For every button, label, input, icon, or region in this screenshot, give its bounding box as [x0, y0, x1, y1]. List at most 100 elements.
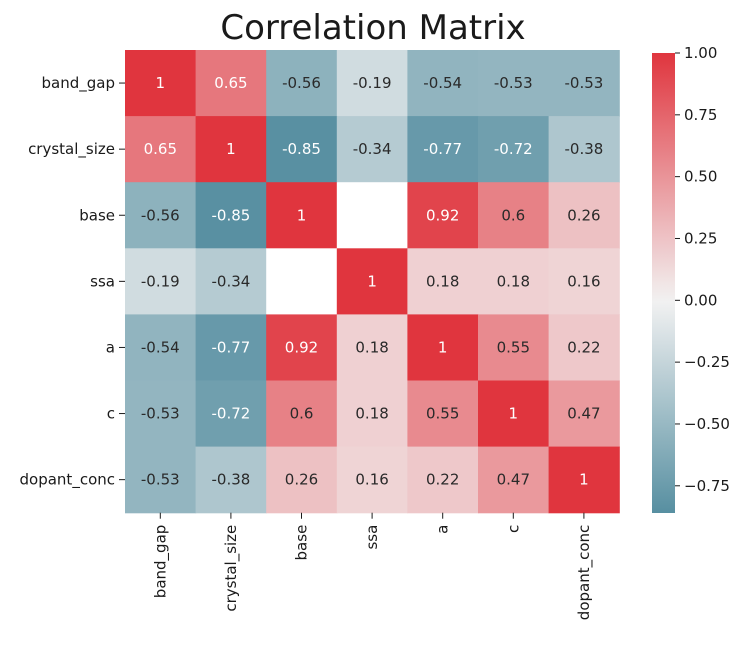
heatmap-cell — [478, 50, 550, 117]
cell-value-label: -0.56 — [141, 206, 180, 224]
heatmap-cell — [336, 314, 408, 382]
heatmap-cell — [195, 116, 267, 183]
x-tick-label: dopant_conc — [575, 525, 594, 620]
heatmap-cell — [266, 446, 338, 514]
heatmap-cell — [125, 50, 197, 117]
x-tick-label: c — [504, 525, 522, 533]
colorbar: 1.00 0.75 0.50 0.25 0.00 −0.25 −0.50 −0.75 — [652, 44, 730, 513]
cell-value-label: 0.65 — [214, 74, 247, 92]
cell-value-label: 1 — [509, 405, 519, 423]
cell-value-label: -0.77 — [211, 338, 250, 356]
cell-value-label: 1 — [579, 471, 589, 489]
heatmap-cell — [336, 380, 408, 448]
heatmap-cell — [407, 182, 479, 249]
heatmap-cell — [125, 182, 197, 249]
cell-value-label: 0.47 — [567, 405, 600, 423]
y-tick-label: band_gap — [42, 74, 115, 93]
cell-value-label: -0.85 — [282, 140, 321, 158]
heatmap-cell — [125, 380, 197, 448]
heatmap-cell — [548, 446, 620, 514]
cell-value-label: -0.53 — [141, 471, 180, 489]
heatmap-cell — [548, 182, 620, 249]
heatmap-cell — [548, 50, 620, 117]
heatmap-cell — [266, 116, 338, 183]
cell-value-label: 0.65 — [144, 140, 177, 158]
cell-value-label: -0.38 — [564, 140, 603, 158]
heatmap-cell — [548, 314, 620, 382]
colorbar-tick-label: 0.50 — [684, 168, 717, 186]
cell-value-label: -0.19 — [141, 272, 180, 290]
heatmap-cell — [266, 380, 338, 448]
cell-value-label: 1 — [156, 74, 166, 92]
heatmap-cell — [266, 50, 338, 117]
heatmap-cell — [195, 314, 267, 382]
heatmap-cell — [407, 116, 479, 183]
heatmap-cell — [478, 116, 550, 183]
heatmap-cell — [478, 182, 550, 249]
heatmap-cell — [266, 248, 338, 315]
heatmap-cell — [125, 116, 197, 183]
heatmap-cell — [407, 50, 479, 117]
colorbar-tick-label: −0.75 — [684, 477, 730, 495]
cell-value-label: -0.38 — [211, 471, 250, 489]
x-axis-tick-labels: band_gap crystal_size base ssa a c dopant_conc — [151, 512, 594, 620]
heatmap-cell — [125, 248, 197, 315]
cell-value-label: 0.18 — [355, 405, 388, 423]
cell-value-label: 0.18 — [426, 272, 459, 290]
cell-value-label: -0.54 — [141, 338, 180, 356]
cell-value-label: -0.34 — [211, 272, 250, 290]
y-tick-label: ssa — [90, 272, 115, 290]
cell-value-label: 1 — [226, 140, 236, 158]
cell-value-label: 0.22 — [426, 471, 459, 489]
cell-value-label: -0.77 — [423, 140, 462, 158]
cell-value-label: -0.72 — [211, 405, 250, 423]
y-tick-label: dopant_conc — [20, 471, 115, 490]
cell-value-label: -0.53 — [141, 405, 180, 423]
y-tick-label: a — [106, 338, 115, 356]
heatmap-cell — [336, 182, 408, 249]
heatmap-cell — [407, 446, 479, 514]
cell-value-label: 0.6 — [290, 405, 314, 423]
heatmap-cell — [195, 446, 267, 514]
colorbar-tick-label: −0.25 — [684, 353, 730, 371]
x-tick-label: band_gap — [151, 525, 170, 598]
heatmap-cell — [195, 182, 267, 249]
cell-value-label: 0.16 — [567, 272, 600, 290]
heatmap-cell — [336, 446, 408, 514]
cell-value-label: -0.34 — [353, 140, 392, 158]
heatmap-cells: 1 0.65 -0.56 -0.19 -0.54 -0.53 -0.53 0.65 1 -0.85… — [125, 50, 620, 514]
colorbar-tick-label: −0.50 — [684, 415, 730, 433]
cell-value-label: 0.22 — [567, 338, 600, 356]
heatmap-cell — [336, 116, 408, 183]
heatmap-cell — [336, 50, 408, 117]
x-tick-label: ssa — [363, 525, 381, 550]
cell-value-label: -0.53 — [564, 74, 603, 92]
cell-value-label: 0.26 — [567, 206, 600, 224]
cell-value-label: 1 — [438, 338, 448, 356]
heatmap-cell — [266, 182, 338, 249]
cell-value-label: -0.56 — [282, 74, 321, 92]
heatmap-cell — [125, 314, 197, 382]
cell-value-label: 1 — [367, 272, 377, 290]
y-tick-label: base — [79, 206, 115, 224]
cell-value-label: 0.47 — [497, 471, 530, 489]
cell-value-label: -0.54 — [423, 74, 462, 92]
heatmap-cell — [195, 248, 267, 315]
cell-value-label: 0.55 — [426, 405, 459, 423]
chart-title: Correlation Matrix — [220, 8, 526, 48]
heatmap-cell — [195, 50, 267, 117]
cell-value-label: 0.16 — [355, 471, 388, 489]
heatmap-cell — [266, 314, 338, 382]
cell-value-label: 0.26 — [285, 471, 318, 489]
colorbar-tick-label: 0.25 — [684, 229, 717, 247]
cell-value-label: 0.92 — [285, 338, 318, 356]
cell-value-label: 0.55 — [497, 338, 530, 356]
cell-value-label: 0.18 — [355, 338, 388, 356]
cell-value-label: 0.92 — [426, 206, 459, 224]
colorbar-tick-label: 0.00 — [684, 291, 717, 309]
heatmap-cell — [125, 446, 197, 514]
heatmap-cell — [548, 380, 620, 448]
cell-value-label: -0.85 — [211, 206, 250, 224]
